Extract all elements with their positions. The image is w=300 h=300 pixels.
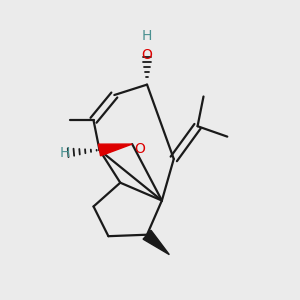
Polygon shape [98, 144, 132, 156]
Polygon shape [143, 230, 169, 255]
Text: H: H [142, 28, 152, 43]
Text: H: H [60, 146, 70, 160]
Text: O: O [134, 142, 145, 155]
Text: O: O [142, 48, 152, 62]
